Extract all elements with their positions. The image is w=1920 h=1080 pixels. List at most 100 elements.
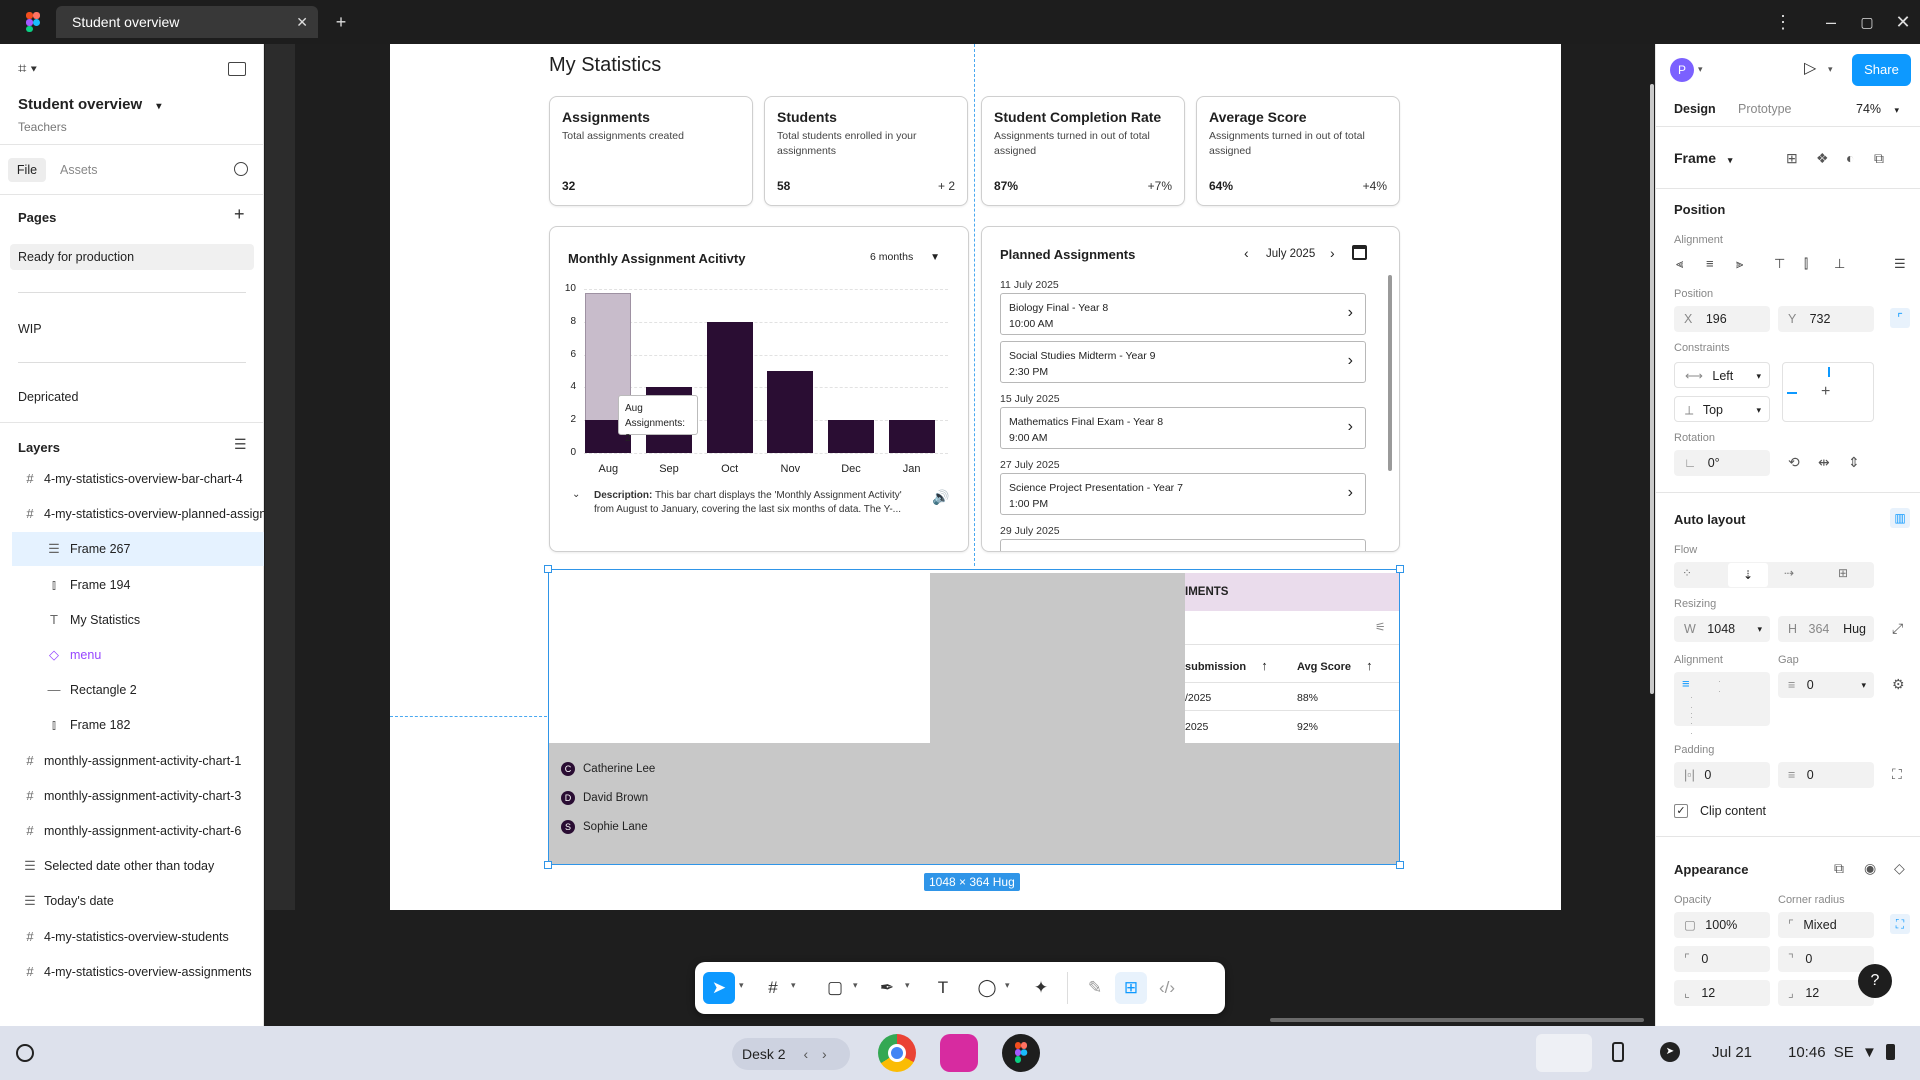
minimize-icon[interactable]: – bbox=[1825, 12, 1836, 32]
alignment-grid[interactable]: ≡ · · · · · · · · bbox=[1674, 672, 1770, 738]
gap-field[interactable]: ≡ 0 ▾ bbox=[1778, 672, 1874, 698]
desk-switcher[interactable]: Desk 2 ‹ › bbox=[732, 1038, 850, 1070]
stat-card-students[interactable]: Students Total students enrolled in your… bbox=[764, 96, 968, 206]
sidebar-toggle-icon[interactable] bbox=[228, 62, 246, 76]
tab-close-icon[interactable]: ✕ bbox=[296, 14, 308, 30]
align-center-v-icon[interactable]: ⫿ bbox=[1804, 256, 1809, 271]
layer-item[interactable]: ◇ menu bbox=[0, 638, 264, 672]
tab-design[interactable]: Design bbox=[1674, 102, 1716, 116]
column-header-avg-score[interactable]: Avg Score ↑ bbox=[1297, 658, 1373, 673]
battery-icon[interactable] bbox=[1886, 1044, 1895, 1060]
student-item[interactable]: S Sophie Lane bbox=[561, 812, 655, 841]
pen-tool-icon[interactable]: ✒ bbox=[879, 978, 895, 997]
dev-mode-icon[interactable]: ‹/› bbox=[1158, 978, 1176, 997]
new-tab-icon[interactable]: + bbox=[335, 12, 347, 32]
layer-item[interactable]: ⫾ Frame 182 bbox=[0, 708, 264, 742]
y-field[interactable]: Y 732 bbox=[1778, 306, 1874, 332]
close-window-icon[interactable]: ✕ bbox=[1895, 12, 1911, 32]
absolute-position-icon[interactable]: ⌜ bbox=[1890, 308, 1910, 328]
corner-individual-icon[interactable]: ⛶ bbox=[1890, 914, 1910, 934]
bar-jan[interactable] bbox=[888, 420, 935, 453]
width-field[interactable]: W 1048 ▾ bbox=[1674, 616, 1770, 642]
component-icon[interactable]: ❖ bbox=[1816, 150, 1829, 166]
planned-item[interactable]: Science Project Presentation - Year 7 1:… bbox=[1000, 473, 1366, 515]
prev-month-icon[interactable]: ‹ bbox=[1244, 245, 1249, 261]
student-item[interactable]: C Catherine Lee bbox=[561, 754, 655, 783]
flow-vertical-icon[interactable]: ⇣ bbox=[1728, 563, 1768, 587]
layer-item[interactable]: ⫾ Frame 194 bbox=[0, 568, 264, 602]
constraint-widget[interactable]: + bbox=[1782, 362, 1874, 422]
chevron-down-icon[interactable]: ▾ bbox=[739, 980, 744, 990]
bar-oct[interactable] bbox=[706, 321, 753, 453]
tab-file[interactable]: File bbox=[8, 158, 46, 182]
chevron-down-icon[interactable]: ▾ bbox=[1828, 64, 1833, 74]
flow-freeform-icon[interactable]: ⁘ bbox=[1682, 566, 1693, 580]
planned-item[interactable]: Social Studies Midterm - Year 9 2:30 PM … bbox=[1000, 341, 1366, 383]
resize-to-fit-icon[interactable]: ⤢ bbox=[1892, 620, 1904, 636]
description-toggle-icon[interactable]: ⌄ bbox=[572, 489, 581, 500]
tray-date[interactable]: Jul 21 bbox=[1712, 1044, 1753, 1061]
planned-item[interactable]: Biology Final - Year 8 10:00 AM › bbox=[1000, 293, 1366, 335]
eye-icon[interactable]: ◉ bbox=[1864, 860, 1877, 876]
styles-icon[interactable]: ⧉ bbox=[1834, 860, 1844, 876]
selected-frame-267[interactable]: IMENTS ⚟ submission ↑ Avg Score ↑ /2025 … bbox=[544, 565, 1404, 869]
stat-card-average-score[interactable]: Average Score Assignments turned in out … bbox=[1196, 96, 1400, 206]
padding-vertical-field[interactable]: ≡ 0 bbox=[1778, 762, 1874, 788]
corner-radius-field[interactable]: ⌜ Mixed bbox=[1778, 912, 1874, 938]
autolayout-settings-icon[interactable]: ⚙ bbox=[1892, 676, 1905, 692]
help-button[interactable]: ? bbox=[1858, 964, 1892, 998]
app-icon[interactable] bbox=[940, 1034, 978, 1072]
layer-item[interactable]: ☰ Today's date bbox=[0, 884, 264, 918]
chevron-down-icon[interactable]: ▾ bbox=[853, 980, 858, 990]
resize-handle[interactable] bbox=[1396, 861, 1404, 869]
height-field[interactable]: H 364 Hug bbox=[1778, 616, 1874, 642]
chrome-icon[interactable] bbox=[878, 1034, 916, 1072]
move-tool-icon[interactable]: ➤ bbox=[703, 972, 735, 1004]
draw-mode-icon[interactable]: ✎ bbox=[1087, 978, 1103, 997]
flip-horizontal-icon[interactable]: ⇹ bbox=[1818, 454, 1830, 470]
tab-student-overview[interactable]: Student overview ✕ bbox=[56, 6, 318, 38]
autolayout-toggle-icon[interactable]: ▥ bbox=[1890, 508, 1910, 528]
canvas-scrollbar[interactable] bbox=[1270, 1018, 1644, 1022]
share-button[interactable]: Share bbox=[1852, 54, 1911, 86]
figma-logo-icon[interactable] bbox=[26, 12, 40, 32]
file-name[interactable]: Student overview ▾ bbox=[18, 96, 161, 113]
planned-item[interactable]: Mathematics Final Exam - Year 8 9:00 AM … bbox=[1000, 407, 1366, 449]
mask-icon[interactable]: ◐ bbox=[1846, 150, 1855, 166]
column-header-submission[interactable]: submission ↑ bbox=[1185, 658, 1268, 673]
more-menu-icon[interactable]: ⋮ bbox=[1774, 12, 1792, 32]
layer-item[interactable]: — Rectangle 2 bbox=[0, 673, 264, 707]
stat-card-assignments[interactable]: Assignments Total assignments created 32 bbox=[549, 96, 753, 206]
bar-nov[interactable] bbox=[767, 371, 814, 453]
page-item-ready[interactable]: Ready for production bbox=[10, 244, 254, 270]
resize-handle[interactable] bbox=[544, 565, 552, 573]
avatar[interactable]: P bbox=[1670, 58, 1694, 82]
layer-item[interactable]: T My Statistics bbox=[0, 603, 264, 637]
launcher-icon[interactable] bbox=[16, 1044, 34, 1062]
layer-item[interactable]: #4-my-statistics-overview-students bbox=[0, 920, 264, 954]
align-left-icon[interactable]: ⫷ bbox=[1676, 256, 1684, 271]
layer-item[interactable]: # monthly-assignment-activity-chart-1 bbox=[0, 744, 264, 778]
layer-item[interactable]: # monthly-assignment-activity-chart-6 bbox=[0, 814, 264, 848]
page-item-depricated[interactable]: Depricated bbox=[18, 390, 79, 404]
wifi-icon[interactable]: ▼ bbox=[1862, 1044, 1877, 1061]
comment-tool-icon[interactable]: ◯ bbox=[977, 978, 997, 997]
tray-thumbnail[interactable] bbox=[1536, 1034, 1592, 1072]
student-item[interactable]: D David Brown bbox=[561, 783, 655, 812]
resize-handle[interactable] bbox=[544, 861, 552, 869]
maximize-icon[interactable]: ▢ bbox=[1860, 14, 1874, 30]
radius-bottom-left-field[interactable]: ⌞ 12 bbox=[1674, 980, 1770, 1006]
align-top-icon[interactable]: ⊤ bbox=[1774, 256, 1786, 271]
padding-horizontal-field[interactable]: |▫| 0 bbox=[1674, 762, 1770, 788]
padding-individual-icon[interactable]: ⛶ bbox=[1892, 766, 1902, 782]
flip-vertical-icon[interactable]: ⇕ bbox=[1848, 454, 1860, 470]
tab-assets[interactable]: Assets bbox=[60, 163, 98, 177]
constraint-vertical[interactable]: ⟂ Top ▾ bbox=[1674, 396, 1770, 422]
opacity-field[interactable]: ▢ 100% bbox=[1674, 912, 1770, 938]
layer-item[interactable]: #4-my-statistics-overview-bar-chart-4 bbox=[0, 462, 264, 496]
speaker-icon[interactable]: 🔊 bbox=[932, 489, 950, 505]
layer-item[interactable]: ☰ Frame 267 bbox=[12, 532, 264, 567]
resize-handle[interactable] bbox=[1396, 565, 1404, 573]
text-tool-icon[interactable]: T bbox=[937, 978, 949, 997]
distribute-icon[interactable]: ☰ bbox=[1894, 256, 1906, 271]
